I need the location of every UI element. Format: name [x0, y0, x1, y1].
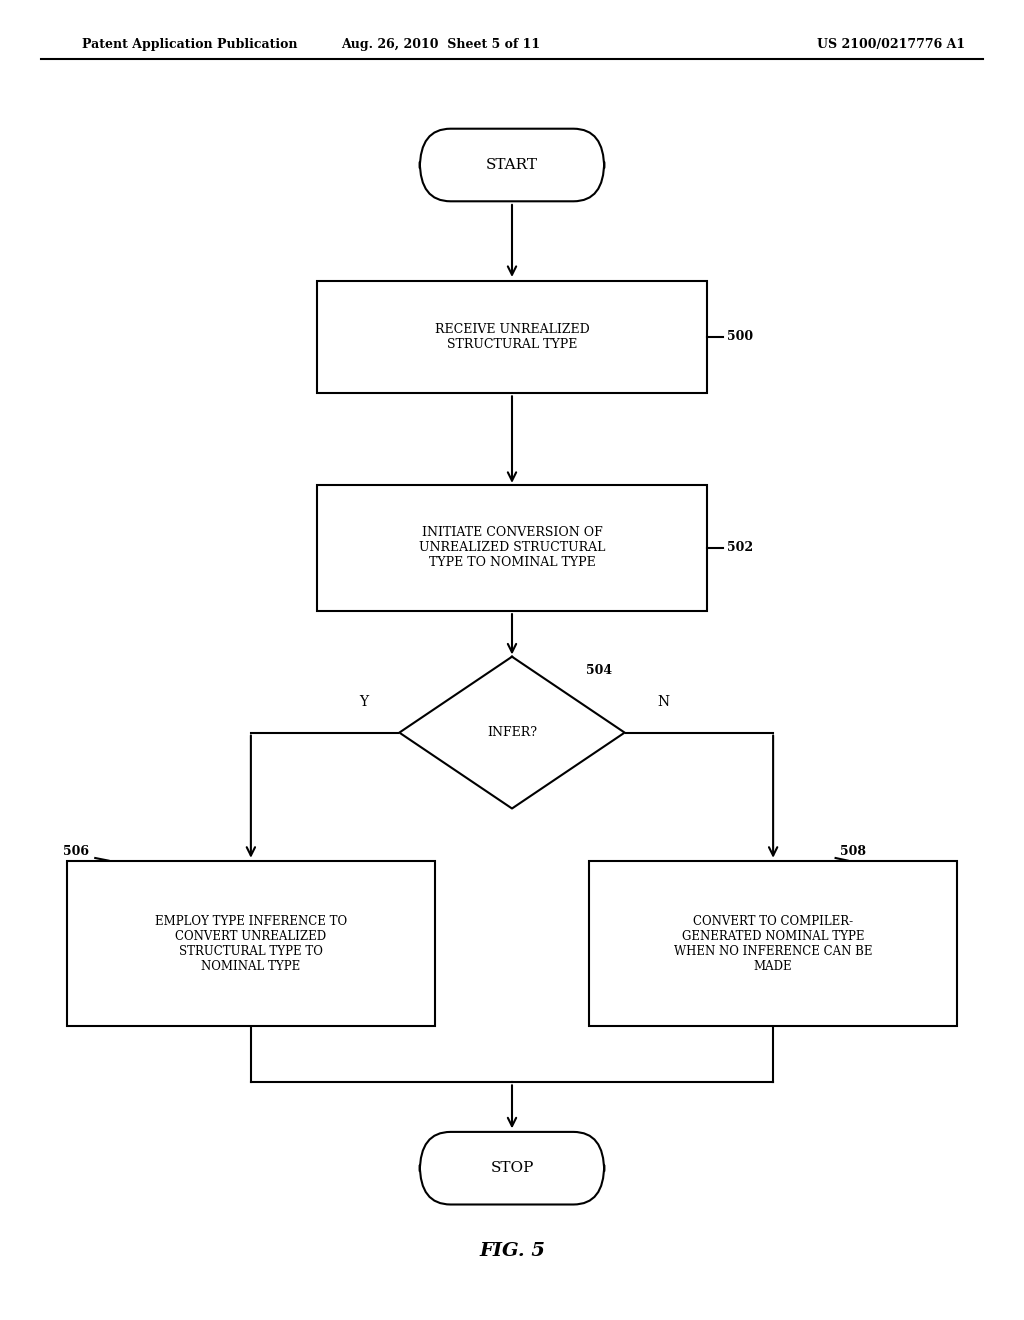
Text: STOP: STOP	[490, 1162, 534, 1175]
Text: 500: 500	[727, 330, 754, 343]
Text: Patent Application Publication: Patent Application Publication	[82, 38, 297, 51]
FancyBboxPatch shape	[420, 128, 604, 201]
Text: INFER?: INFER?	[487, 726, 537, 739]
Text: FIG. 5: FIG. 5	[479, 1242, 545, 1261]
Text: 506: 506	[63, 845, 89, 858]
FancyBboxPatch shape	[420, 1131, 604, 1204]
FancyBboxPatch shape	[317, 281, 707, 393]
Text: EMPLOY TYPE INFERENCE TO
CONVERT UNREALIZED
STRUCTURAL TYPE TO
NOMINAL TYPE: EMPLOY TYPE INFERENCE TO CONVERT UNREALI…	[155, 915, 347, 973]
Polygon shape	[399, 656, 625, 808]
Text: CONVERT TO COMPILER-
GENERATED NOMINAL TYPE
WHEN NO INFERENCE CAN BE
MADE: CONVERT TO COMPILER- GENERATED NOMINAL T…	[674, 915, 872, 973]
Text: Aug. 26, 2010  Sheet 5 of 11: Aug. 26, 2010 Sheet 5 of 11	[341, 38, 540, 51]
FancyBboxPatch shape	[67, 862, 435, 1027]
Text: Y: Y	[359, 696, 368, 709]
Text: N: N	[657, 696, 670, 709]
FancyBboxPatch shape	[317, 486, 707, 610]
Text: 504: 504	[586, 664, 612, 677]
Text: 502: 502	[727, 541, 754, 554]
Text: INITIATE CONVERSION OF
UNREALIZED STRUCTURAL
TYPE TO NOMINAL TYPE: INITIATE CONVERSION OF UNREALIZED STRUCT…	[419, 527, 605, 569]
Text: 508: 508	[840, 845, 865, 858]
Text: RECEIVE UNREALIZED
STRUCTURAL TYPE: RECEIVE UNREALIZED STRUCTURAL TYPE	[434, 322, 590, 351]
FancyBboxPatch shape	[589, 862, 957, 1027]
Text: START: START	[486, 158, 538, 172]
Text: US 2100/0217776 A1: US 2100/0217776 A1	[817, 38, 965, 51]
